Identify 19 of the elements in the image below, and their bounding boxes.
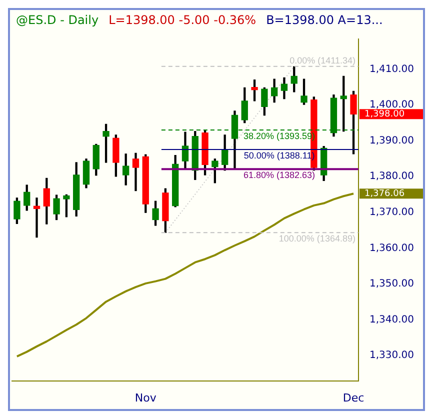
x-tick-label: Nov bbox=[134, 391, 157, 404]
ref-line-label: 61.80% (1382.63) bbox=[243, 170, 316, 180]
text: 1,376.06 bbox=[364, 188, 405, 199]
ref-line-label: 100.00% (1364.89) bbox=[278, 234, 356, 244]
y-tick-label: 1,360.00 bbox=[369, 242, 414, 254]
text: L=1398.00 -5.00 -0.36% bbox=[108, 13, 256, 27]
ref-line-label: 0.00% (1411.34) bbox=[290, 55, 356, 66]
y-tick-label: 1,400.00 bbox=[369, 100, 414, 111]
y-tick-label: 1,350.00 bbox=[369, 278, 414, 290]
chart-title: @ES.D - Daily bbox=[16, 13, 99, 27]
text: 1,398.00 bbox=[364, 110, 405, 120]
y-tick-label: 1,380.00 bbox=[369, 171, 414, 182]
y-tick-label: 1,330.00 bbox=[369, 350, 414, 362]
y-tick-label: 1,390.00 bbox=[369, 135, 414, 146]
text: B=1398.00 A=13... bbox=[266, 13, 383, 27]
x-tick-label: Dec bbox=[342, 391, 364, 404]
y-tick-label: 1,340.00 bbox=[369, 314, 414, 326]
y-tick-label: 1,410.00 bbox=[369, 64, 414, 75]
y-tick-label: 1,370.00 bbox=[369, 206, 414, 218]
